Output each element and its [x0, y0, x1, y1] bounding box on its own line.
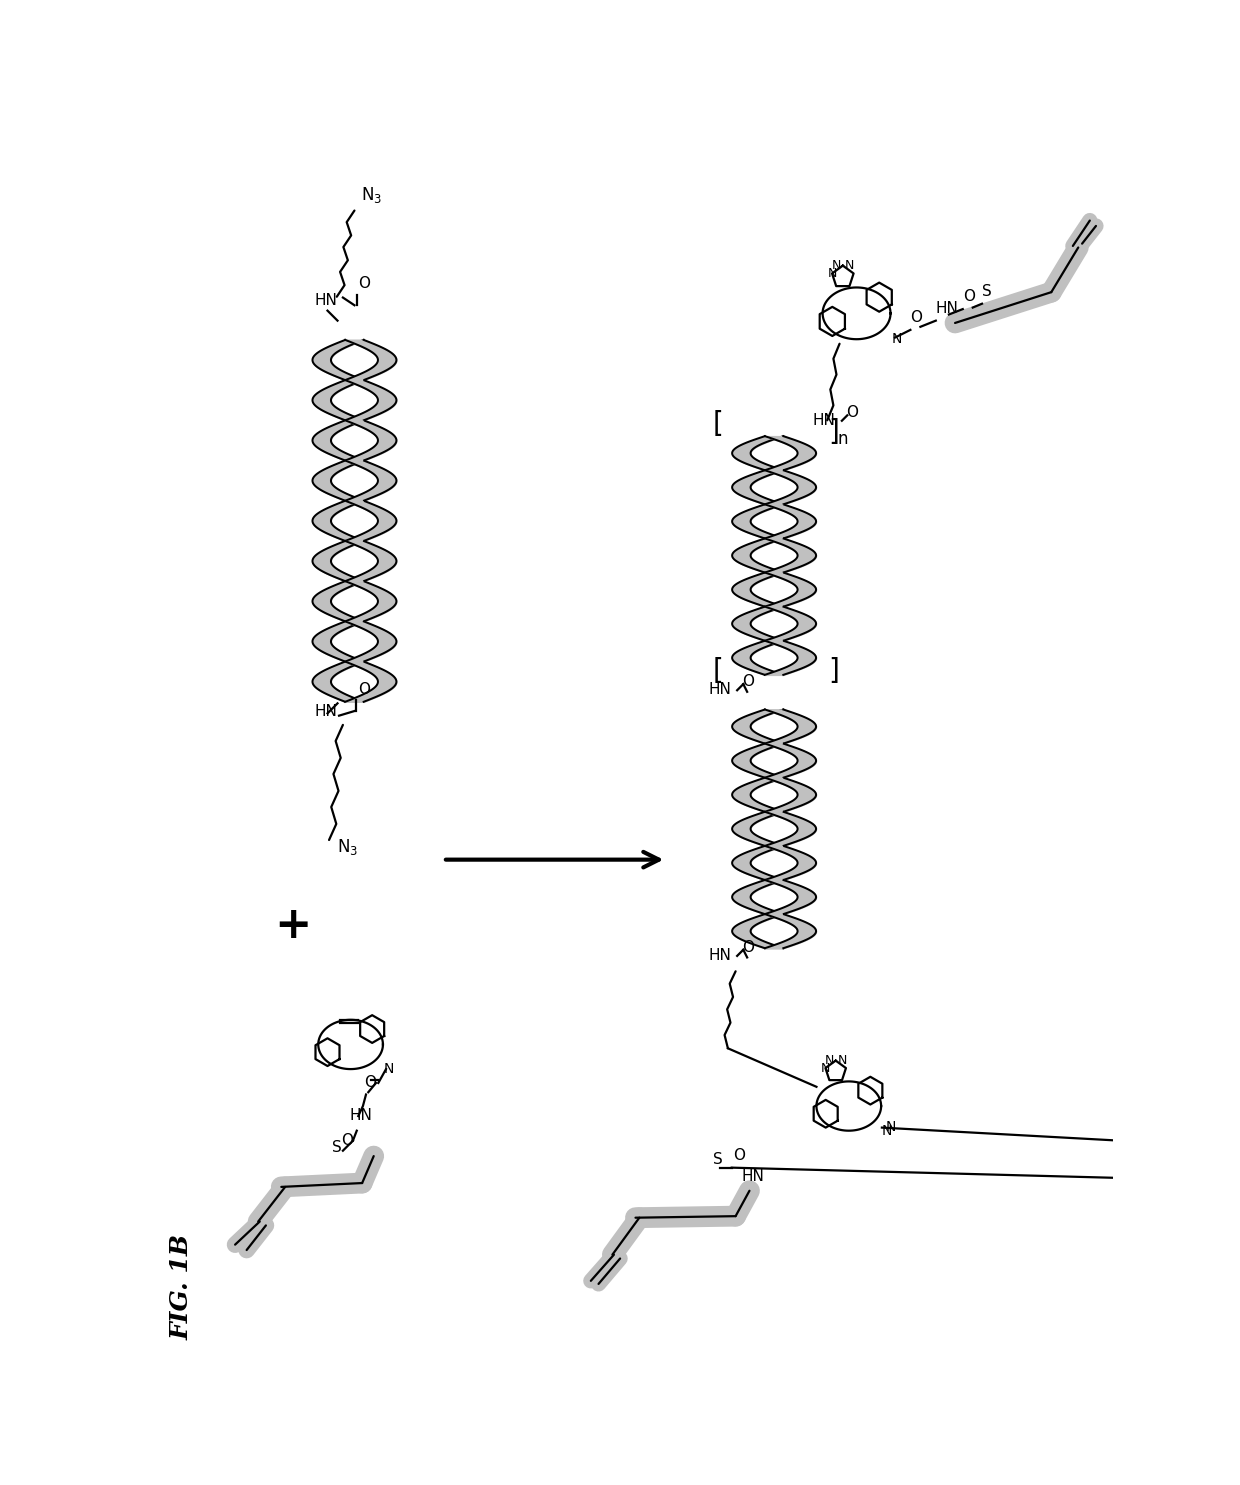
Text: HN: HN [812, 413, 836, 428]
Text: O: O [962, 290, 975, 304]
Text: HN: HN [708, 682, 732, 696]
Text: O: O [733, 1148, 745, 1163]
Text: HN: HN [315, 293, 337, 309]
Text: N: N [827, 267, 837, 281]
Text: N$_3$: N$_3$ [337, 838, 358, 857]
Text: O: O [358, 682, 371, 696]
Text: O: O [742, 674, 754, 689]
Text: O: O [846, 405, 858, 420]
Text: O: O [742, 940, 754, 955]
Text: N: N [384, 1062, 394, 1077]
Text: N: N [882, 1124, 893, 1138]
Text: N: N [885, 1120, 897, 1133]
Text: [: [ [713, 410, 723, 438]
Text: [: [ [713, 656, 723, 685]
Text: HN: HN [315, 704, 337, 719]
Text: N: N [837, 1054, 847, 1068]
Text: S: S [713, 1152, 722, 1167]
Text: O: O [358, 276, 371, 291]
Text: HN: HN [936, 301, 959, 316]
Text: N: N [832, 260, 841, 272]
Text: ]: ] [828, 656, 839, 685]
Text: N: N [825, 1054, 835, 1068]
Text: O: O [341, 1133, 353, 1148]
Text: FIG. 1B: FIG. 1B [169, 1234, 193, 1339]
Text: N: N [821, 1062, 830, 1075]
Text: HN: HN [708, 947, 732, 962]
Text: ]: ] [828, 417, 839, 445]
Text: N: N [892, 333, 903, 346]
Text: n: n [837, 429, 848, 448]
Text: S: S [332, 1140, 342, 1155]
Text: HN: HN [742, 1169, 765, 1184]
Text: +: + [274, 903, 311, 946]
Text: O: O [365, 1075, 377, 1090]
Text: S: S [982, 284, 992, 298]
Text: O: O [910, 310, 923, 325]
Text: HN: HN [350, 1108, 372, 1123]
Text: N: N [844, 260, 854, 272]
Text: N$_3$: N$_3$ [361, 184, 382, 205]
